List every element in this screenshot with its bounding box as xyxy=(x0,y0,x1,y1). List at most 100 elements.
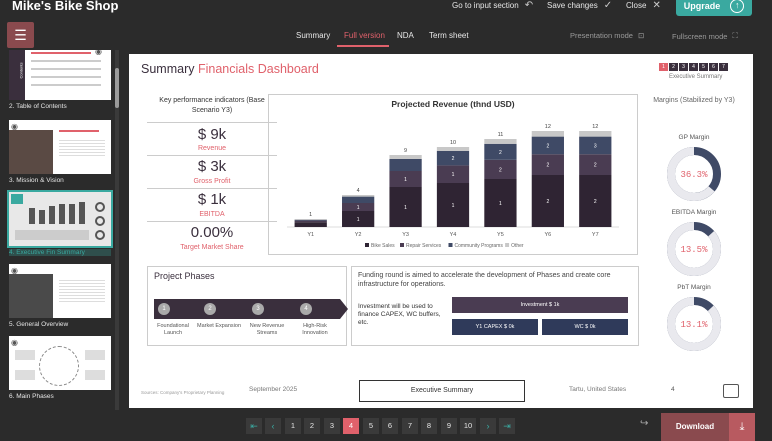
margin-label: PbT Margin xyxy=(677,284,711,291)
eye-icon[interactable]: ◉ xyxy=(11,338,18,347)
tab-term-sheet[interactable]: Term sheet xyxy=(429,31,469,40)
slides-sidebar: Contents ◉ 2. Table of Contents ◉ 3. Mis… xyxy=(0,50,122,410)
bar-segment xyxy=(484,159,517,179)
go-to-input-button[interactable]: Go to input section ↶ xyxy=(452,0,533,11)
thumb-line xyxy=(31,60,101,62)
kpi-value: $ 3k xyxy=(197,158,227,175)
sidebar-scrollbar[interactable] xyxy=(115,50,119,410)
page-button[interactable]: 10 xyxy=(460,418,476,434)
margin-label: EBITDA Margin xyxy=(671,209,717,216)
x-tick-label: Y5 xyxy=(497,232,504,238)
share-icon[interactable]: ↪ xyxy=(640,418,649,429)
legend-label: Community Programs xyxy=(455,243,504,249)
top-bar: Mike's Bike Shop Go to input section ↶ S… xyxy=(0,0,772,20)
data-label: 2 xyxy=(546,143,549,149)
tab-summary[interactable]: Summary xyxy=(296,31,331,40)
tab-nda[interactable]: NDA xyxy=(397,31,414,40)
legend-swatch xyxy=(505,243,510,247)
bar-segment xyxy=(531,136,564,155)
page-button[interactable]: 8 xyxy=(421,418,437,434)
thumb-circle xyxy=(39,346,79,386)
page-button[interactable]: 1 xyxy=(285,418,301,434)
revenue-chart: 1Y1114Y2119Y311210Y412211Y522212Y622312Y… xyxy=(287,124,619,249)
page-button[interactable]: 3 xyxy=(324,418,340,434)
page-button-current[interactable]: 4 xyxy=(343,418,359,434)
bar-segment xyxy=(579,154,612,175)
kpi-label: Gross Profit xyxy=(193,178,231,185)
phase-marker: 2 xyxy=(204,303,216,315)
section-marker: 4 xyxy=(689,63,698,71)
sidebar-item-label: 2. Table of Contents xyxy=(9,103,67,110)
save-changes-button[interactable]: Save changes ✓ xyxy=(547,0,612,11)
kpi-value: $ 1k xyxy=(197,191,227,208)
data-label: 1 xyxy=(452,172,455,178)
next-page-icon[interactable]: › xyxy=(480,418,496,434)
bar-segment xyxy=(342,196,375,203)
last-page-icon[interactable]: ⇥ xyxy=(499,418,515,434)
prev-page-icon[interactable]: ‹ xyxy=(265,418,281,434)
sidebar-item-mission-vision[interactable]: ◉ 3. Mission & Vision xyxy=(9,120,111,184)
phase-marker: 3 xyxy=(252,303,264,315)
page-button[interactable]: 7 xyxy=(402,418,418,434)
scrollbar-thumb[interactable] xyxy=(115,68,119,108)
bar-segment xyxy=(531,175,564,227)
data-label: 1 xyxy=(499,201,502,207)
bar-segment xyxy=(436,165,470,183)
download-icon[interactable]: ⤓ xyxy=(729,413,755,441)
thumb-line xyxy=(31,84,101,86)
fullscreen-mode-button[interactable]: Fullscreen mode ⛶ xyxy=(672,31,738,41)
close-button[interactable]: Close ✕ xyxy=(626,0,661,11)
sidebar-item-executive-fin-summary[interactable]: 4. Executive Fin Summary xyxy=(7,190,113,256)
data-label: 1 xyxy=(404,177,407,183)
legend-label: Other xyxy=(511,243,524,249)
eye-icon[interactable]: ◉ xyxy=(11,266,18,275)
tab-full-version[interactable]: Full version xyxy=(344,31,385,40)
phase-arrow-bar xyxy=(154,299,340,319)
slide-thumbnail: Contents ◉ xyxy=(9,50,111,100)
bar-segment xyxy=(389,187,422,227)
thumb-line xyxy=(31,52,91,54)
image-icon[interactable] xyxy=(723,384,739,398)
data-label: 1 xyxy=(357,205,360,211)
kpi-label: Revenue xyxy=(197,145,227,152)
sidebar-item-main-phases[interactable]: ◉ 6. Main Phases xyxy=(9,336,111,400)
bar-segment xyxy=(389,171,422,187)
page-button[interactable]: 6 xyxy=(382,418,398,434)
sidebar-item-general-overview[interactable]: ◉ 5. General Overview xyxy=(9,264,111,328)
upgrade-button[interactable]: Upgrade ↑ xyxy=(676,0,752,16)
legend-label: Repair Services xyxy=(406,243,442,249)
kpi-label: EBITDA xyxy=(199,211,225,218)
first-page-icon[interactable]: ⇤ xyxy=(246,418,262,434)
sidebar-item-label: 6. Main Phases xyxy=(9,393,54,400)
page-button[interactable]: 9 xyxy=(441,418,457,434)
thumb-bar xyxy=(79,202,85,224)
phase-marker: 4 xyxy=(300,303,312,315)
data-label: 2 xyxy=(546,163,549,169)
thumb-line xyxy=(59,130,99,132)
presentation-icon: ⊡ xyxy=(637,31,645,40)
eye-icon[interactable]: ◉ xyxy=(95,50,102,56)
footer-page-number: 4 xyxy=(671,386,675,393)
bar-segment xyxy=(436,151,470,166)
bar-segment xyxy=(531,131,564,137)
x-tick-label: Y4 xyxy=(450,232,457,238)
bar-segment xyxy=(294,222,327,227)
page-button[interactable]: 5 xyxy=(363,418,379,434)
x-tick-label: Y2 xyxy=(355,232,362,238)
margins-title: Margins (Stabilized by Y3) xyxy=(653,97,735,104)
kpi-value: $ 9k xyxy=(197,126,227,143)
presentation-mode-button[interactable]: Presentation mode ⊡ xyxy=(570,31,644,40)
bar-segment xyxy=(436,147,470,151)
bar-segment xyxy=(484,179,517,227)
kpi-title: Key performance indicators (Base Scenari… xyxy=(159,97,265,114)
wc-box: WC $ 0k xyxy=(542,319,628,335)
footer-section-box: Executive Summary xyxy=(359,380,525,402)
download-button[interactable]: Download xyxy=(661,413,729,441)
eye-icon[interactable]: ◉ xyxy=(11,122,18,131)
sidebar-item-table-of-contents[interactable]: Contents ◉ 2. Table of Contents xyxy=(9,50,111,110)
total-label: 4 xyxy=(357,188,360,194)
menu-icon[interactable]: ☰ xyxy=(7,22,34,48)
kpi-label: Target Market Share xyxy=(180,244,244,251)
page-button[interactable]: 2 xyxy=(304,418,320,434)
data-label: 2 xyxy=(452,156,455,162)
